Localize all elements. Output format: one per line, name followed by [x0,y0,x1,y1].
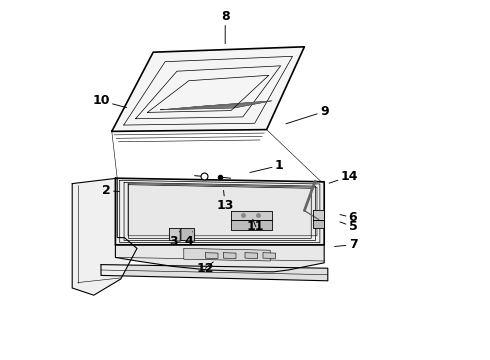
Polygon shape [223,253,236,258]
Polygon shape [101,265,328,281]
Polygon shape [231,211,272,220]
Text: 2: 2 [102,184,120,197]
Polygon shape [128,184,317,236]
Text: 14: 14 [329,170,358,183]
Text: 3: 3 [169,231,179,248]
Polygon shape [116,178,324,245]
Polygon shape [181,229,195,241]
Polygon shape [160,101,272,110]
Polygon shape [184,248,270,261]
Polygon shape [112,47,304,131]
Polygon shape [263,253,275,258]
Polygon shape [205,253,218,258]
Text: 10: 10 [92,94,126,108]
Text: 4: 4 [185,232,194,248]
Polygon shape [314,210,324,220]
Text: 7: 7 [335,238,357,251]
Text: 5: 5 [340,220,357,233]
Polygon shape [314,220,324,228]
Polygon shape [116,245,324,272]
Polygon shape [245,253,258,258]
Text: 9: 9 [286,105,328,124]
Polygon shape [72,178,137,295]
Text: 12: 12 [196,262,214,275]
Text: 11: 11 [247,219,265,233]
Text: 8: 8 [221,10,229,44]
Polygon shape [170,229,180,241]
Text: 6: 6 [340,211,357,224]
Text: 1: 1 [250,159,284,172]
Text: 13: 13 [217,190,234,212]
Polygon shape [231,220,272,230]
